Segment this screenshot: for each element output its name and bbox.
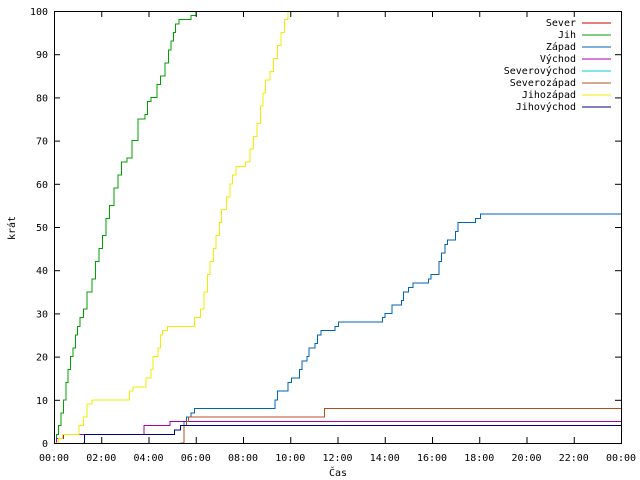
legend-label-5: Severozápad xyxy=(510,77,576,89)
x-tick-label-0: 00:00 xyxy=(39,453,69,464)
plot-series xyxy=(54,11,621,444)
x-tick-label-2: 04:00 xyxy=(133,453,163,464)
series-line-6 xyxy=(54,11,289,444)
x-tick-label-9: 18:00 xyxy=(464,453,494,464)
legend-label-3: Východ xyxy=(540,53,576,65)
y-tick-label-1: 10 xyxy=(36,396,48,407)
y-tick-label-10: 100 xyxy=(30,7,48,18)
x-axis-label: Čas xyxy=(329,466,347,479)
y-tick-label-3: 30 xyxy=(36,309,48,320)
x-tick-label-7: 14:00 xyxy=(370,453,400,464)
y-tick-label-4: 40 xyxy=(36,266,48,277)
y-tick-label-2: 20 xyxy=(36,353,48,364)
legend-label-4: Severovýchod xyxy=(504,65,576,77)
x-tick-label-3: 06:00 xyxy=(181,453,211,464)
x-tick-label-5: 10:00 xyxy=(275,453,305,464)
axis-ticks xyxy=(54,11,622,444)
series-line-1 xyxy=(55,11,197,444)
legend-label-1: Jih xyxy=(558,30,576,41)
y-tick-label-5: 50 xyxy=(36,223,48,234)
series-line-5 xyxy=(180,407,621,444)
x-tick-label-11: 22:00 xyxy=(559,453,589,464)
series-line-7 xyxy=(83,425,621,444)
x-tick-labels: 00:00 02:00 04:00 06:00 08:00 10:00 12:00 14:00… xyxy=(39,453,636,464)
x-tick-label-12: 00:00 xyxy=(606,453,636,464)
y-tick-label-9: 90 xyxy=(36,50,48,61)
legend-label-0: Sever xyxy=(546,18,576,29)
x-tick-label-6: 12:00 xyxy=(322,453,352,464)
series-line-2 xyxy=(182,213,621,444)
legend-label-2: Západ xyxy=(546,41,576,53)
legend-label-6: Jihozápad xyxy=(522,89,576,101)
y-tick-label-0: 0 xyxy=(42,439,48,450)
y-tick-label-6: 60 xyxy=(36,180,48,191)
y-tick-label-7: 70 xyxy=(36,137,48,148)
y-axis-label: krát xyxy=(6,216,18,240)
y-tick-labels: 0 10 20 30 40 50 60 70 80 90 100 xyxy=(30,7,48,450)
legend: SeverJihZápadVýchodSeverovýchodSeverozáp… xyxy=(504,18,611,113)
x-tick-label-1: 02:00 xyxy=(86,453,116,464)
legend-label-7: Jihovýchod xyxy=(516,101,576,113)
x-tick-label-8: 16:00 xyxy=(417,453,447,464)
y-tick-label-8: 80 xyxy=(36,93,48,104)
x-tick-label-4: 08:00 xyxy=(228,453,258,464)
x-tick-label-10: 20:00 xyxy=(511,453,541,464)
